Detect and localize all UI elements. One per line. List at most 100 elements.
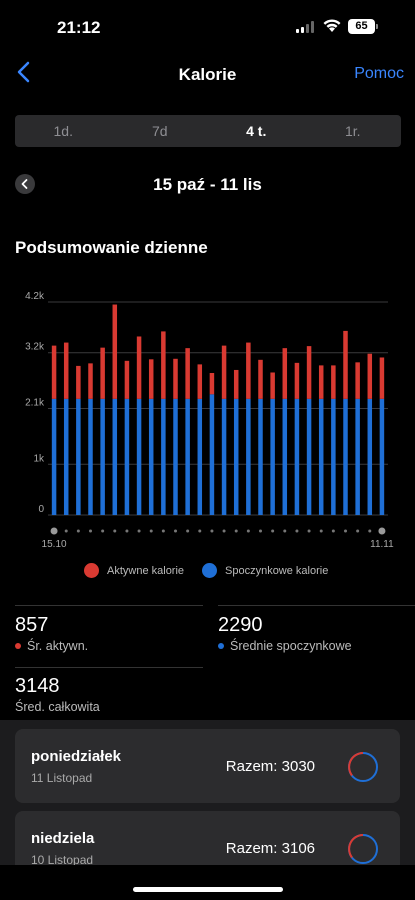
bar-resting [233,398,239,515]
bar-active [112,304,118,399]
bar-active [88,363,93,399]
x-axis-dot [368,529,372,533]
stat-label: Śr. aktywn. [27,639,89,653]
bar-resting [148,398,154,515]
x-axis-dot [295,529,299,533]
x-axis-dot [50,527,58,535]
stat-label: Średnie spoczynkowe [230,639,352,653]
stat-avg-resting: 2290 Średnie spoczynkowe [218,614,352,653]
list-item-date: 11 Listopad [31,771,93,785]
calories-chart: 4.2k 3.2k 2.1k 1k 0 15.10 11.11 [25,291,394,550]
bar-active [306,346,312,399]
bar-resting [282,398,288,515]
x-axis-dot [259,529,262,533]
x-axis-dot [76,529,80,533]
battery-icon: 65 [348,19,375,34]
y-tick-label: 1k [33,453,45,464]
bar-active [124,360,130,399]
home-indicator[interactable] [133,887,283,892]
bar-active [51,345,57,399]
help-button[interactable]: Pomoc [354,65,404,82]
y-tick-label: 2.1k [25,398,45,409]
wifi-icon [323,19,341,32]
bar-resting [331,398,336,515]
segment-4t[interactable]: 4 t. [246,123,267,139]
bar-active [185,348,190,399]
stat-label: Śred. całkowita [15,700,100,714]
x-axis-dot [356,529,360,533]
legend-item-active: Aktywne kalorie [84,563,184,578]
bar-resting [209,394,215,515]
list-item[interactable]: poniedziałek 11 Listopad Razem: 3030 [15,729,400,803]
bar-active [331,365,336,399]
previous-period-button[interactable] [15,174,35,194]
bar-resting [355,398,360,515]
bar-resting [367,398,373,515]
divider [15,605,203,606]
bar-active [76,365,81,399]
x-axis-dot [234,529,238,533]
bar-resting [76,398,81,515]
legend-label-resting: Spoczynkowe kalorie [225,564,329,577]
bar-resting [197,398,203,515]
bar-resting [343,398,348,515]
bar-resting [100,398,105,515]
x-axis-dot [198,529,202,533]
bar-active [355,362,360,399]
x-axis-dot [378,527,386,535]
bar-active [294,362,300,399]
bar-active [100,347,105,399]
x-axis-dot [283,529,287,533]
date-range-row: 15 paź - 11 lis [0,172,415,196]
bar-resting [221,398,227,515]
daily-list: poniedziałek 11 Listopad Razem: 3030 nie… [0,720,415,865]
list-item-date: 10 Listopad [31,853,94,865]
legend-dot-resting [202,563,217,578]
bar-resting [318,398,324,515]
segment-1d[interactable]: 1d. [53,123,73,139]
bar-resting [185,398,190,515]
back-chevron-icon[interactable] [14,59,36,85]
stat-avg-active: 857 Śr. aktywn. [15,614,88,653]
list-item[interactable]: niedziela 10 Listopad Razem: 3106 [15,811,400,865]
bar-resting [51,398,57,515]
stat-value: 3148 [15,675,60,697]
bar-resting [294,398,300,515]
bar-active [367,353,373,399]
x-axis-dot [331,529,335,533]
bar-active [63,342,69,399]
bar-resting [161,398,166,515]
bar-active [270,372,275,399]
bar-active [148,359,154,399]
bar-active [161,331,166,399]
bar-resting [306,398,312,515]
segment-7d[interactable]: 7d [151,123,168,139]
y-tick-label: 4.2k [25,291,45,302]
bar-resting [270,398,275,515]
x-axis-dot [319,529,323,533]
nav-bar: Kalorie Pomoc [0,55,415,91]
x-axis-dot [113,529,117,533]
x-start-label: 15.10 [42,539,67,550]
segment-1r[interactable]: 1r. [344,123,361,139]
y-tick-label: 0 [38,504,44,515]
status-time: 21:12 [57,18,101,37]
x-axis-dot [125,529,129,533]
x-axis-dot [186,529,190,533]
page-title: Kalorie [178,65,237,84]
bar-active [258,359,263,399]
x-axis-dot [307,529,311,533]
x-axis-dot [137,529,141,533]
legend-label-active: Aktywne kalorie [107,564,185,577]
status-bar: 21:12 65 [0,0,415,50]
x-axis-dot [161,529,165,533]
bar-resting [173,398,178,515]
chart-legend: Aktywne kalorie Spoczynkowe kalorie [0,563,415,581]
bar-active [209,373,215,395]
stat-value: 857 [15,614,49,636]
bar-active [246,342,251,399]
x-axis-dot [64,529,68,533]
x-axis-dot [344,529,347,533]
x-axis-dot [246,529,250,533]
date-range: 15 paź - 11 lis [153,175,262,194]
